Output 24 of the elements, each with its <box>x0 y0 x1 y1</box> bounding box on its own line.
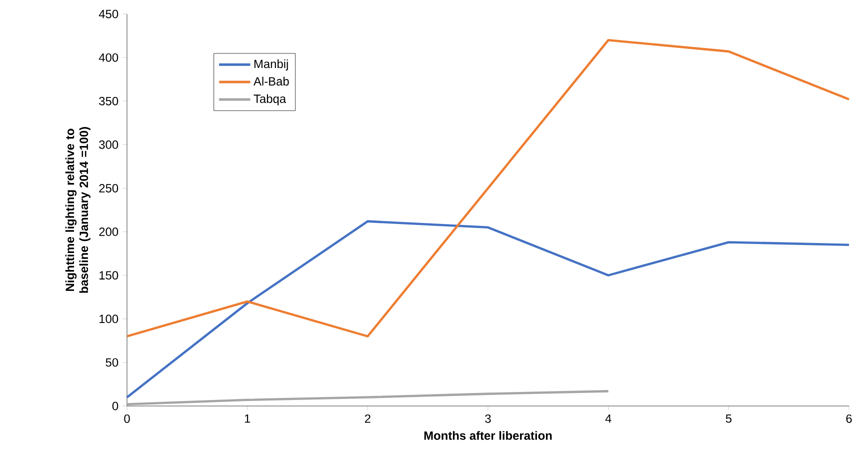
y-tick-label: 150 <box>100 271 118 280</box>
x-tick-label: 6 <box>846 414 852 423</box>
x-tick-label: 5 <box>726 414 732 423</box>
x-tick-label: 0 <box>124 414 130 423</box>
y-tick-label: 400 <box>98 53 118 62</box>
x-tick-label: 2 <box>364 414 370 423</box>
line-series <box>126 220 850 398</box>
x-axis-title: Months after liberation <box>424 431 552 440</box>
y-tick-label: 250 <box>99 184 118 192</box>
y-axis-title: Nighttime lighting relative to baseline (January 2014 =100) <box>65 127 90 293</box>
y-tick-label: 50 <box>106 358 118 367</box>
x-tick-label: 3 <box>485 414 491 423</box>
line-series <box>126 390 610 406</box>
x-tick-label: 1 <box>244 414 250 423</box>
x-tick-label: 4 <box>605 414 612 423</box>
legend-label: Tabqa <box>254 94 286 106</box>
y-tick-label: 300 <box>99 140 118 149</box>
y-tick-label: 200 <box>99 228 118 236</box>
y-tick-label: 0 <box>112 402 118 410</box>
y-tick-label: 100 <box>100 314 118 324</box>
legend-label: Manbij <box>254 59 288 71</box>
y-tick-label: 450 <box>98 10 118 18</box>
y-tick-label: 350 <box>99 96 118 106</box>
legend-label: Al-Bab <box>254 76 289 86</box>
